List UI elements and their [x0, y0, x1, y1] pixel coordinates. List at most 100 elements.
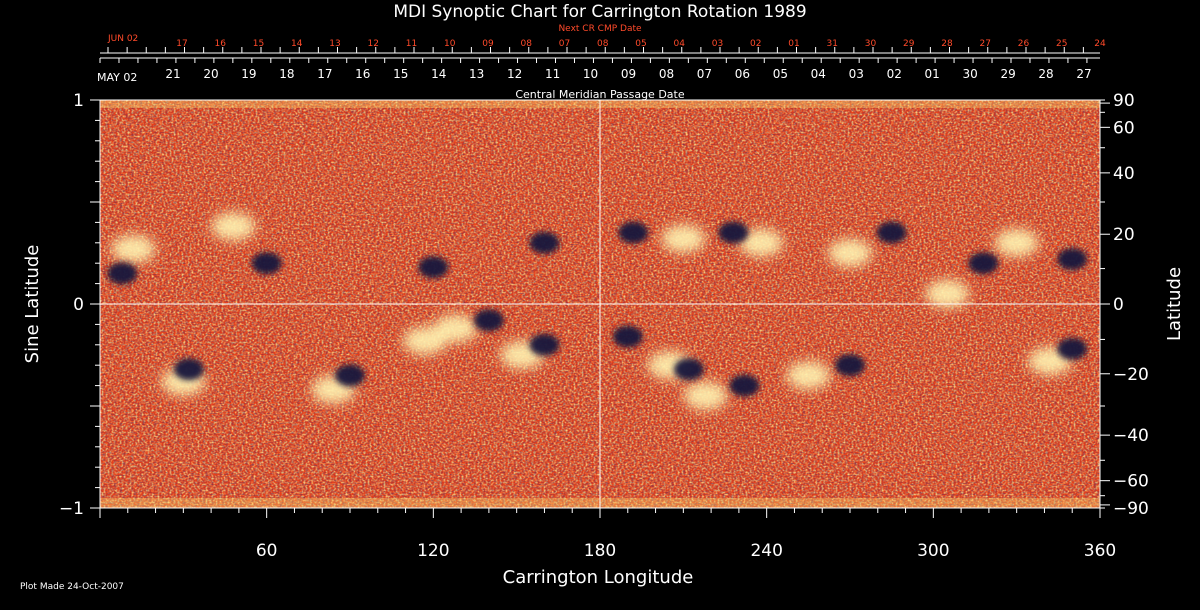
second-axis-tick-label: 18 [279, 67, 294, 81]
y-tick-right-label: 20 [1113, 225, 1135, 245]
positive-region [994, 228, 1039, 257]
x-tick-label: 300 [917, 541, 949, 561]
second-axis-label: Central Meridian Passage Date [515, 88, 684, 101]
negative-region [729, 374, 760, 397]
x-tick-label: 240 [750, 541, 782, 561]
positive-region [828, 239, 872, 267]
second-axis-tick-label: 13 [469, 67, 484, 81]
negative-region [529, 333, 560, 356]
second-axis-tick-label: 04 [811, 67, 826, 81]
plot-made-note: Plot Made 24-Oct-2007 [20, 582, 124, 592]
second-axis-tick-label: 07 [697, 67, 712, 81]
second-axis-tick-label: 19 [241, 67, 256, 81]
second-axis-tick-label: 10 [583, 67, 598, 81]
top-axis-tick-label: 03 [712, 39, 723, 49]
y-tick-right-label: −40 [1113, 426, 1149, 446]
top-axis-tick-label: 16 [215, 39, 227, 49]
second-axis-start-label: MAY 02 [97, 71, 137, 84]
top-axis: 17 16 15 14 13 12 11 10 09 08 07 08 05 04 03 02 01 31 30 29… [100, 39, 1106, 54]
top-axis-tick-label: 25 [1056, 39, 1067, 49]
y-tick-right-label: 0 [1113, 295, 1124, 315]
negative-region [618, 221, 649, 244]
second-axis-tick-label: 28 [1038, 67, 1053, 81]
top-axis-tick-label: 24 [1094, 39, 1106, 49]
second-axis-tick-label: 11 [545, 67, 560, 81]
chart-title: MDI Synoptic Chart for Carrington Rotati… [393, 2, 806, 22]
positive-region [683, 381, 728, 410]
negative-region [876, 221, 907, 244]
y-tick-left-label: −1 [59, 499, 84, 519]
top-axis-tick-label: 11 [406, 39, 417, 49]
positive-region [661, 224, 706, 253]
y-tick-right-label: 90 [1113, 91, 1135, 111]
second-axis-tick-label: 29 [1000, 67, 1015, 81]
top-axis-tick-label: 17 [176, 39, 187, 49]
top-axis-start-label: JUN 02 [107, 34, 138, 44]
top-axis-tick-label: 30 [865, 39, 877, 49]
positive-region [739, 228, 784, 257]
top-axis-tick-label: 10 [444, 39, 456, 49]
second-axis-tick-label: 20 [203, 67, 218, 81]
negative-region [718, 221, 749, 244]
negative-region [1057, 248, 1088, 271]
y-axis-right: 90 60 40 20 0 −20 −40 −60 −90 [1100, 91, 1149, 519]
positive-region [211, 212, 256, 241]
top-axis-tick-label: 07 [559, 39, 570, 49]
x-tick-label: 180 [584, 541, 616, 561]
second-axis-tick-label: 30 [962, 67, 977, 81]
y-tick-left-label: 0 [73, 295, 84, 315]
positive-region [786, 361, 831, 390]
second-axis-tick-label: 01 [925, 67, 940, 81]
y-tick-right-label: −60 [1113, 472, 1149, 492]
negative-region [1057, 337, 1088, 360]
top-axis-tick-label: 08 [521, 39, 533, 49]
second-axis-tick-label: 02 [887, 67, 902, 81]
top-axis-tick-label: 31 [827, 39, 838, 49]
second-axis: 21 20 19 18 17 16 15 14 13 12 11 10 09 08 07 06 05 04 03 02… [99, 57, 1100, 81]
second-axis-tick-label: 21 [165, 67, 180, 81]
y-tick-right-label: −90 [1113, 499, 1149, 519]
x-axis-label: Carrington Longitude [503, 567, 694, 588]
top-axis-tick-label: 26 [1018, 39, 1030, 49]
y-axis-right-label: Latitude [1164, 267, 1185, 341]
negative-region [968, 252, 999, 275]
positive-region [433, 314, 478, 343]
y-tick-right-label: −20 [1113, 365, 1149, 385]
negative-region [612, 325, 643, 348]
negative-region [107, 262, 138, 285]
top-axis-tick-label: 09 [482, 39, 494, 49]
second-axis-tick-label: 27 [1076, 67, 1091, 81]
top-axis-tick-label: 15 [253, 39, 264, 49]
positive-region [111, 234, 156, 263]
y-tick-right-label: 40 [1113, 164, 1135, 184]
y-tick-left-label: 1 [73, 91, 84, 111]
second-axis-tick-label: 03 [849, 67, 864, 81]
negative-region [473, 309, 504, 332]
top-axis-tick-label: 29 [903, 39, 915, 49]
y-tick-right-label: 60 [1113, 118, 1135, 138]
negative-region [251, 252, 282, 275]
second-axis-tick-label: 14 [431, 67, 446, 81]
top-axis-tick-label: 12 [368, 39, 379, 49]
top-axis-tick-label: 27 [980, 39, 991, 49]
x-axis: 60 120 180 240 300 360 [99, 508, 1116, 561]
top-axis-tick-label: 28 [941, 39, 953, 49]
x-tick-label: 60 [256, 541, 278, 561]
y-axis-left-label: Sine Latitude [22, 245, 43, 364]
second-axis-tick-label: 12 [507, 67, 522, 81]
x-tick-label: 120 [417, 541, 449, 561]
negative-region [673, 358, 704, 381]
negative-region [173, 358, 204, 381]
second-axis-tick-label: 05 [773, 67, 788, 81]
negative-region [835, 354, 865, 377]
x-tick-label: 360 [1084, 541, 1116, 561]
y-axis-left: 1 0 −1 [59, 91, 100, 519]
second-axis-tick-label: 16 [355, 67, 370, 81]
top-axis-tick-label: 13 [329, 39, 340, 49]
top-axis-tick-label: 04 [674, 39, 686, 49]
positive-region [925, 279, 970, 308]
top-axis-tick-label: 08 [597, 39, 609, 49]
second-axis-tick-label: 15 [393, 67, 408, 81]
negative-region [529, 231, 560, 254]
